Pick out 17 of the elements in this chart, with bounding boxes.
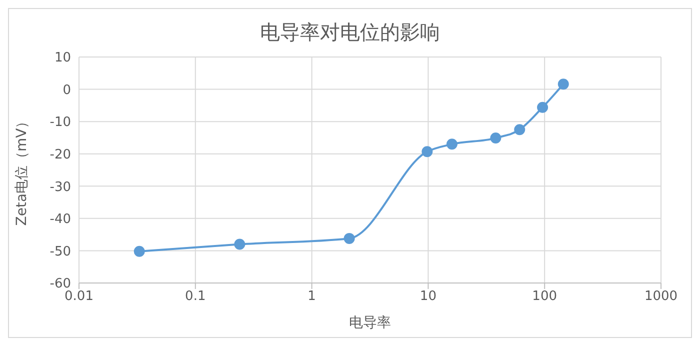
- y-tick-label: -20: [50, 147, 71, 162]
- y-tick-label: -50: [50, 244, 71, 260]
- x-tick-label: 0.1: [185, 289, 206, 304]
- x-tick-label: 1000: [644, 289, 678, 304]
- x-tick-label: 1: [308, 289, 316, 304]
- x-tick-label: 100: [532, 289, 558, 304]
- y-tick-label: 0: [62, 82, 71, 98]
- x-tick-label: 0.01: [64, 289, 94, 304]
- y-axis-title: Zeta电位（mV）: [14, 114, 30, 226]
- y-tick-label: 10: [54, 50, 71, 66]
- y-tick-label: -60: [50, 276, 71, 292]
- chart-title: 电导率对电位的影响: [259, 19, 441, 46]
- y-tick-label: -10: [50, 115, 71, 130]
- x-axis-title: 电导率: [349, 315, 391, 331]
- y-tick-label: -30: [50, 180, 71, 195]
- x-tick-label: 10: [420, 289, 436, 304]
- y-tick-label: -40: [50, 212, 71, 228]
